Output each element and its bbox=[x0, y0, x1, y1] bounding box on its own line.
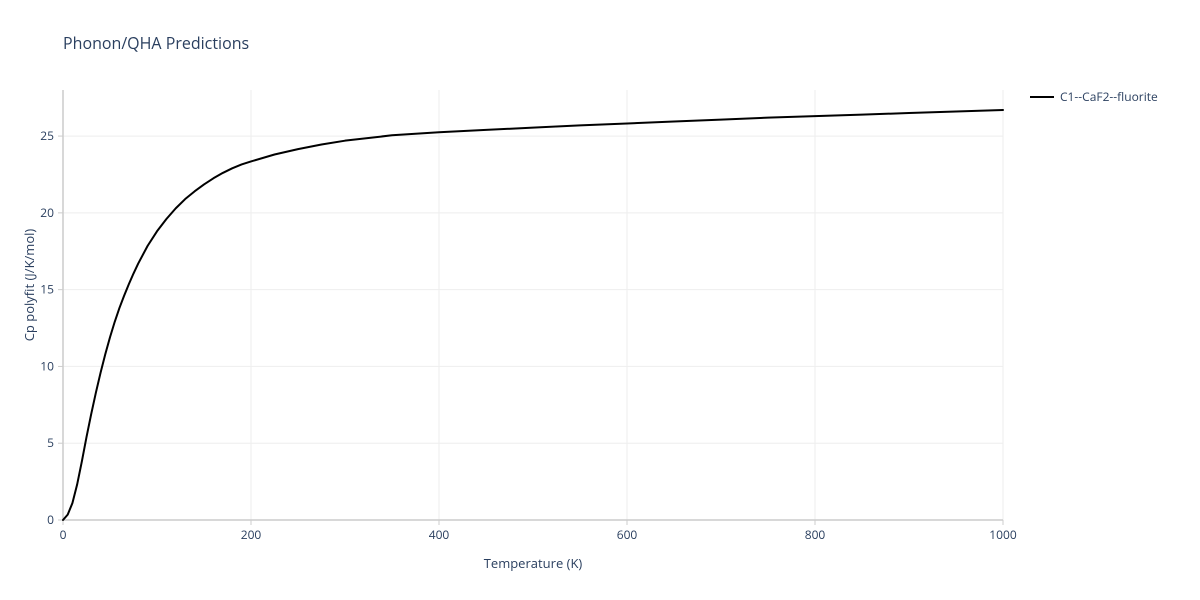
x-tick-label: 200 bbox=[241, 526, 262, 543]
chart-container: Phonon/QHA Predictions 02004006008001000… bbox=[0, 0, 1200, 600]
legend-swatch bbox=[1030, 96, 1054, 98]
series-line[interactable] bbox=[63, 110, 1003, 520]
x-tick-label: 0 bbox=[60, 526, 67, 543]
x-tick-label: 600 bbox=[617, 526, 638, 543]
y-tick-label: 15 bbox=[40, 281, 54, 298]
x-tick-label: 800 bbox=[805, 526, 826, 543]
y-tick-label: 20 bbox=[40, 204, 54, 221]
y-tick-label: 5 bbox=[47, 434, 54, 451]
y-tick-label: 25 bbox=[40, 127, 54, 144]
x-tick-label: 400 bbox=[429, 526, 450, 543]
x-tick-label: 1000 bbox=[989, 526, 1017, 543]
y-tick-label: 10 bbox=[40, 357, 54, 374]
y-tick-label: 0 bbox=[47, 511, 54, 528]
legend-item[interactable]: C1--CaF2--fluorite bbox=[1030, 88, 1158, 105]
chart-plot[interactable]: 0 200 400 600 800 1000 0 5 10 15 20 25 bbox=[0, 0, 1200, 600]
legend-label: C1--CaF2--fluorite bbox=[1060, 88, 1158, 105]
x-axis-label: Temperature (K) bbox=[473, 554, 593, 572]
y-axis-label: Cp polyfit (J/K/mol) bbox=[20, 205, 38, 365]
